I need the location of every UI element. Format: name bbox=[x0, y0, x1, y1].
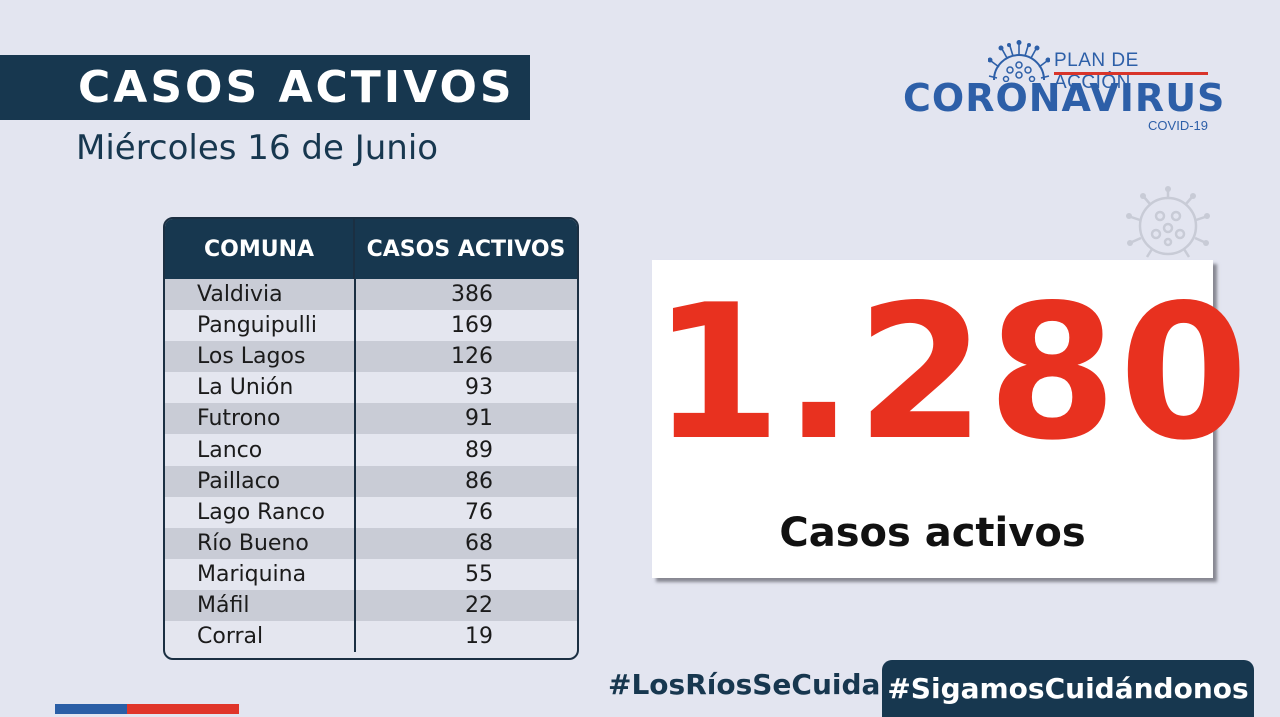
comuna-cell: Los Lagos bbox=[197, 344, 306, 370]
casos-cell: 93 bbox=[465, 375, 493, 401]
table-row: Los Lagos 126 bbox=[165, 341, 577, 373]
casos-cell: 68 bbox=[465, 530, 493, 556]
hashtag-los-rios: #LosRíosSeCuida bbox=[608, 668, 881, 701]
column-header-comuna: COMUNA bbox=[165, 219, 355, 279]
table-row: Máfil 22 bbox=[165, 589, 577, 622]
comuna-cell: Panguipulli bbox=[197, 313, 317, 339]
comuna-cell: Futrono bbox=[197, 406, 281, 432]
logo-name: CORONAVIRUS bbox=[903, 76, 1226, 120]
cases-table: COMUNA CASOS ACTIVOS Valdivia 386 Panguipu… bbox=[163, 217, 579, 660]
casos-cell: 55 bbox=[465, 561, 493, 587]
comuna-cell: Paillaco bbox=[197, 468, 281, 494]
casos-cell: 22 bbox=[465, 592, 493, 618]
total-card: 1.280 Casos activos bbox=[652, 260, 1251, 578]
comuna-cell: Lago Ranco bbox=[197, 499, 325, 525]
comuna-cell: Máfil bbox=[197, 592, 250, 618]
table-row: Valdivia 386 bbox=[165, 279, 577, 311]
accent-bar-blue bbox=[55, 704, 127, 714]
table-row: Mariquina 55 bbox=[165, 559, 577, 590]
logo-divider bbox=[1054, 72, 1208, 75]
table-row: Panguipulli 169 bbox=[165, 310, 577, 341]
comuna-cell: Valdivia bbox=[197, 282, 283, 308]
hashtag-banner: #SigamosCuidándonos bbox=[882, 660, 1254, 717]
comuna-cell: Corral bbox=[197, 624, 264, 650]
title-bar: CASOS ACTIVOS bbox=[0, 55, 530, 120]
comuna-cell: Mariquina bbox=[197, 561, 307, 587]
casos-cell: 86 bbox=[465, 468, 493, 494]
casos-cell: 89 bbox=[465, 437, 493, 463]
table-row: Lago Ranco 76 bbox=[165, 497, 577, 528]
table-row: Corral 19 bbox=[165, 621, 577, 652]
table-row: La Unión 93 bbox=[165, 372, 577, 403]
total-label: Casos activos bbox=[779, 510, 1086, 556]
accent-bar-red bbox=[127, 704, 239, 714]
total-value: 1.280 bbox=[652, 264, 1251, 481]
casos-cell: 126 bbox=[451, 344, 493, 370]
table-row: Futrono 91 bbox=[165, 403, 577, 435]
comuna-cell: La Unión bbox=[197, 375, 294, 401]
table-header: COMUNA CASOS ACTIVOS bbox=[165, 219, 577, 279]
casos-cell: 76 bbox=[465, 499, 493, 525]
table-body: Valdivia 386 Panguipulli 169 Los Lagos 126 La … bbox=[165, 279, 577, 653]
table-row: Lanco 89 bbox=[165, 434, 577, 465]
column-divider bbox=[354, 279, 356, 653]
hashtag-sigamos: #SigamosCuidándonos bbox=[887, 672, 1249, 705]
column-header-casos: CASOS ACTIVOS bbox=[366, 236, 566, 262]
casos-cell: 91 bbox=[465, 406, 493, 432]
virus-icon bbox=[1126, 186, 1210, 258]
casos-cell: 386 bbox=[451, 282, 493, 308]
casos-cell: 19 bbox=[465, 624, 493, 650]
virus-icon bbox=[988, 40, 1050, 82]
casos-cell: 169 bbox=[451, 313, 493, 339]
coronavirus-logo: PLAN DE ACCIÓN CORONAVIRUS COVID-19 bbox=[900, 38, 1224, 138]
comuna-cell: Lanco bbox=[197, 437, 263, 463]
page-title: CASOS ACTIVOS bbox=[78, 62, 515, 113]
date-subtitle: Miércoles 16 de Junio bbox=[76, 128, 439, 168]
logo-plan-text: PLAN DE ACCIÓN bbox=[1054, 50, 1139, 93]
comuna-cell: Río Bueno bbox=[197, 530, 309, 556]
logo-sub: COVID-19 bbox=[1148, 118, 1208, 133]
table-row: Río Bueno 68 bbox=[165, 527, 577, 559]
table-row: Paillaco 86 bbox=[165, 465, 577, 497]
